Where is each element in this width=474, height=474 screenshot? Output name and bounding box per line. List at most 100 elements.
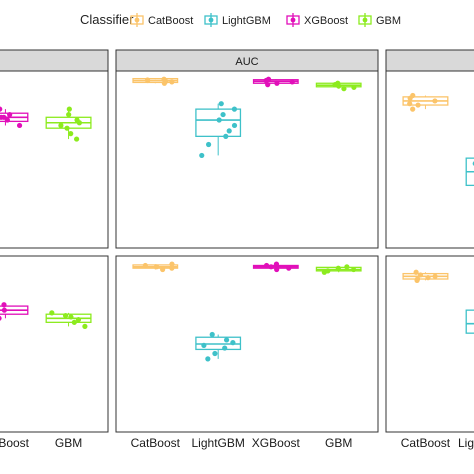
data-point [169,261,175,267]
box-xgboost [252,76,299,88]
x-tick-label: CatBoost [131,436,181,450]
data-point [289,79,295,85]
legend-item-catboost: CatBoost [130,13,193,27]
data-point [201,342,207,348]
legend-key-point [208,17,214,23]
box-lightgbm [195,101,242,159]
box-catboost [402,269,449,283]
data-point [263,262,270,269]
box-gbm [45,106,92,142]
facet-panels: AUC Boost GBM CatBoost LightGBM XGBoost GBM Cat… [0,49,474,450]
data-point [218,101,224,107]
data-point [62,312,69,319]
box-gbm [45,310,92,329]
data-point [325,268,331,274]
facet-strip [385,49,474,72]
facet-panel-border [115,70,379,249]
data-point [68,131,74,137]
x-tick-label: CatBoost [401,436,451,450]
facet-panel-border [115,255,379,433]
facet-panel-border [385,255,474,433]
x-tick-label: Ligh [458,436,474,450]
data-point [231,122,238,129]
data-point [344,264,350,270]
facet-panel [115,255,379,433]
data-point [410,92,416,99]
legend-key-box [358,15,372,25]
facet-panel: AUC [115,49,379,249]
legend-item-xgboost: XGBoost [286,13,348,27]
box-catboost [402,92,449,112]
data-point [268,264,274,270]
data-point [415,102,421,108]
facet-strip-label: AUC [235,56,258,68]
data-point [226,128,232,134]
data-point [169,79,175,85]
data-point [0,315,2,321]
legend-key-point [134,17,140,23]
legend-key-box [130,15,144,25]
data-point [144,77,151,83]
data-point [199,152,205,159]
data-point [205,356,211,362]
data-point [153,264,160,270]
data-point [274,80,280,86]
data-point [432,98,438,104]
data-point [4,117,10,123]
data-point [335,80,341,86]
data-point [68,314,74,320]
data-point [413,269,419,275]
data-point [71,319,77,325]
facet-panel [0,49,109,249]
data-point [16,122,23,129]
data-point [273,261,280,267]
data-point [341,86,347,92]
facet-panel [385,49,474,249]
legend-item-lightgbm: LightGBM [204,13,271,27]
data-point [1,114,7,120]
legend-title: Classifier [80,12,134,27]
data-point [1,302,7,308]
data-point [64,125,70,131]
data-point [274,266,280,273]
box-xgboost [0,106,29,129]
legend-label: GBM [376,15,401,27]
data-point [220,111,226,118]
data-point [265,82,271,88]
x-tick-label: Boost [0,436,30,450]
box-lightgbm [195,331,242,362]
legend-label: CatBoost [148,15,193,27]
facet-panel-border [0,70,109,249]
x-axis-ticks: Boost GBM CatBoost LightGBM XGBoost GBM CatBoo… [0,436,474,450]
data-point [222,345,228,351]
facet-panel [0,255,109,433]
data-point [212,350,218,357]
data-point [223,133,229,139]
data-point [58,122,64,129]
data-point [265,76,272,82]
data-point [286,265,292,271]
x-tick-label: XGBoost [252,436,301,450]
data-point [205,141,212,148]
box-catboost [132,76,179,86]
facet-strip [0,49,109,72]
box-gbm [315,264,362,275]
x-tick-label: LightGBM [192,436,245,450]
legend: Classifier CatBoost LightGBM XGBoost GBM [80,12,401,27]
legend-label: XGBoost [304,15,348,27]
data-point [335,265,341,271]
data-point [142,262,148,269]
data-point [66,106,72,112]
facet-panel [385,255,474,433]
data-point [169,265,175,271]
data-point [231,106,238,112]
data-point [432,273,438,279]
box-gbm [315,80,362,92]
box-iqr [195,108,242,138]
box-iqr [465,309,474,334]
facet-panel-border [0,255,109,433]
box-xgboost [0,302,29,321]
legend-key-box [204,15,218,25]
data-point [0,106,3,112]
data-point [75,317,82,323]
